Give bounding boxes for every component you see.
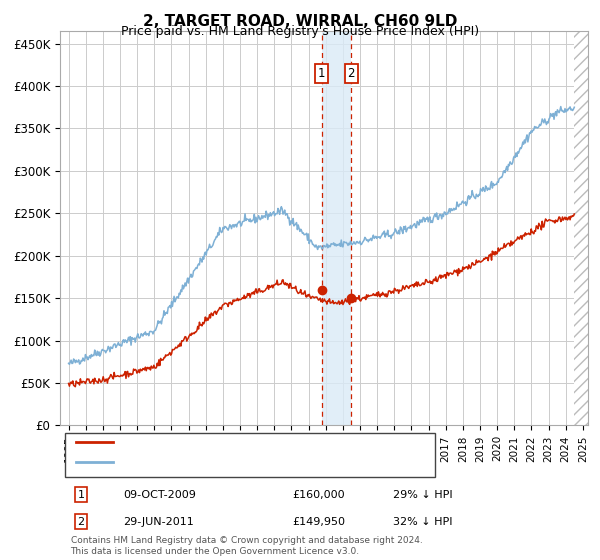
Text: 09-OCT-2009: 09-OCT-2009: [124, 489, 196, 500]
Bar: [574, 31, 588, 426]
Text: This data is licensed under the Open Government Licence v3.0.: This data is licensed under the Open Gov…: [71, 547, 359, 556]
Text: Contains HM Land Registry data © Crown copyright and database right 2024.: Contains HM Land Registry data © Crown c…: [71, 536, 422, 545]
Bar: [322, 31, 351, 426]
Text: 2, TARGET ROAD, WIRRAL, CH60 9LD (detached house): 2, TARGET ROAD, WIRRAL, CH60 9LD (detach…: [124, 436, 411, 446]
Text: £149,950: £149,950: [292, 517, 346, 526]
Text: 1: 1: [318, 67, 326, 80]
Text: Price paid vs. HM Land Registry's House Price Index (HPI): Price paid vs. HM Land Registry's House …: [121, 25, 479, 38]
Text: 2: 2: [77, 517, 85, 526]
Text: 2: 2: [347, 67, 355, 80]
Text: £160,000: £160,000: [292, 489, 345, 500]
Text: 29% ↓ HPI: 29% ↓ HPI: [392, 489, 452, 500]
Text: 1: 1: [77, 489, 85, 500]
FancyBboxPatch shape: [65, 433, 435, 477]
Text: HPI: Average price, detached house, Wirral: HPI: Average price, detached house, Wirr…: [124, 458, 347, 468]
Text: 32% ↓ HPI: 32% ↓ HPI: [392, 517, 452, 526]
Text: 29-JUN-2011: 29-JUN-2011: [124, 517, 194, 526]
Text: 2, TARGET ROAD, WIRRAL, CH60 9LD: 2, TARGET ROAD, WIRRAL, CH60 9LD: [143, 14, 457, 29]
